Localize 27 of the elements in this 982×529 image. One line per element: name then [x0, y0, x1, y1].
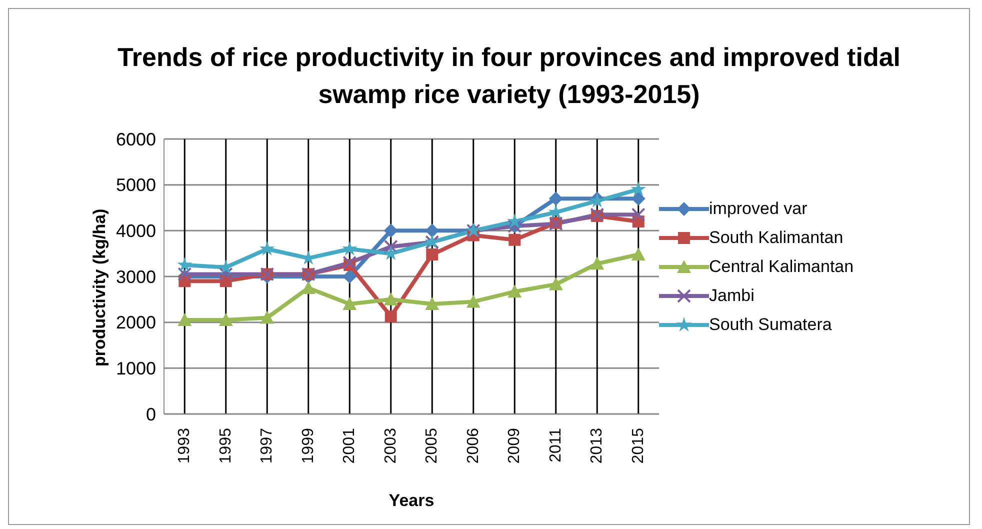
x-tick-label: 2009	[506, 428, 524, 464]
x-tick-label: 2006	[464, 428, 482, 464]
x-tick-label: 2011	[547, 428, 564, 462]
x-tick-label: 2001	[341, 428, 358, 464]
legend-label: South Kalimantan	[709, 228, 844, 248]
legend-label: South Sumatera	[709, 314, 832, 334]
legend-label: improved var	[709, 198, 808, 218]
x-tick-label: 1995	[217, 428, 234, 464]
y-tick-label: 3000	[116, 266, 156, 287]
y-axis-title: productivity (kg/ha)	[90, 208, 110, 366]
y-tick-label: 4000	[116, 221, 156, 242]
chart-title: Trends of rice productivity in four provinces and improved tidal swamp rice variety (1993-2015)	[116, 41, 902, 111]
x-axis-title: Years	[388, 491, 434, 510]
y-tick-label: 6000	[116, 129, 156, 150]
legend-label: Jambi	[709, 286, 754, 306]
legend-label: Central Kalimantan	[709, 256, 854, 276]
y-tick-label: 1000	[116, 358, 156, 379]
x-tick-label: 2003	[382, 428, 400, 464]
x-tick-label: 1993	[176, 428, 194, 464]
x-tick-label: 1999	[300, 428, 317, 464]
y-tick-label: 0	[146, 404, 156, 424]
y-tick-label: 5000	[116, 175, 156, 196]
x-tick-label: 2015	[630, 428, 647, 464]
x-tick-label: 1997	[258, 428, 276, 464]
x-tick-label: 2013	[588, 428, 606, 464]
x-tick-label: 2005	[424, 428, 441, 464]
y-tick-label: 2000	[116, 312, 156, 333]
